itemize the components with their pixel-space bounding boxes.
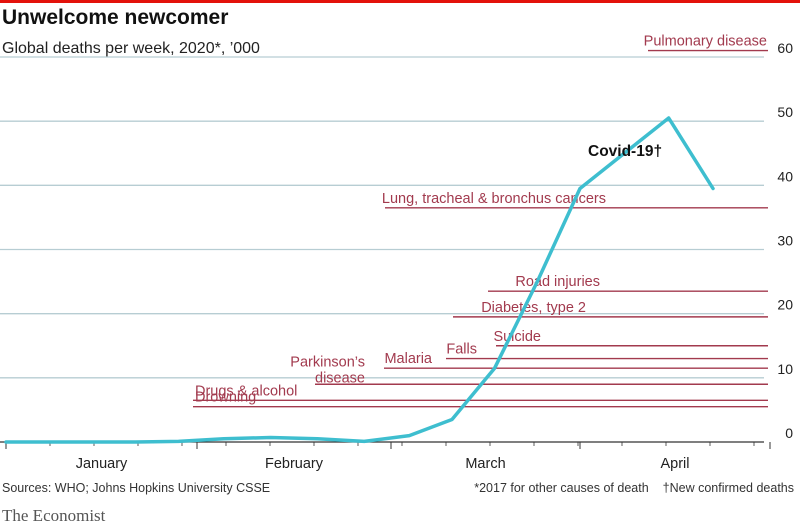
reference-label: Drowning xyxy=(195,390,256,406)
y-tick-label: 40 xyxy=(777,168,793,184)
chart-title: Unwelcome newcomer xyxy=(2,6,229,29)
covid-series-line xyxy=(4,116,715,444)
title-accent-bar xyxy=(0,0,800,3)
reference-label: Pulmonary disease xyxy=(644,34,767,50)
x-tick-label: February xyxy=(265,456,324,472)
y-tick-label: 20 xyxy=(777,297,793,313)
y-tick-label: 60 xyxy=(777,40,793,56)
footnote-covid: †New confirmed deaths xyxy=(662,481,794,495)
x-tick-label: April xyxy=(660,456,689,472)
chart-subtitle: Global deaths per week, 2020*, ’000 xyxy=(2,40,260,57)
reference-label: Road injuries xyxy=(515,274,600,290)
reference-label: Diabetes, type 2 xyxy=(481,300,586,316)
x-tick-label: January xyxy=(76,456,128,472)
covid-series-label: Covid-19† xyxy=(588,143,662,160)
brand-logo: The Economist xyxy=(2,506,106,525)
reference-label: Falls xyxy=(446,342,477,358)
reference-label: Parkinson’s xyxy=(290,354,365,370)
reference-label: Drugs & alcohol xyxy=(195,383,297,399)
y-tick-label: 0 xyxy=(785,425,793,441)
source-note: Sources: WHO; Johns Hopkins University C… xyxy=(2,481,271,495)
reference-label: Lung, tracheal & bronchus cancers xyxy=(382,191,606,207)
reference-label: Suicide xyxy=(493,329,541,345)
y-tick-label: 10 xyxy=(777,361,793,377)
reference-label: disease xyxy=(315,370,365,386)
footnote-other-causes: *2017 for other causes of death xyxy=(474,481,649,495)
x-tick-label: March xyxy=(465,456,505,472)
y-tick-label: 50 xyxy=(777,104,793,120)
reference-label: Malaria xyxy=(384,351,432,367)
footnotes: *2017 for other causes of death †New conf… xyxy=(474,481,794,495)
y-tick-label: 30 xyxy=(777,233,793,249)
